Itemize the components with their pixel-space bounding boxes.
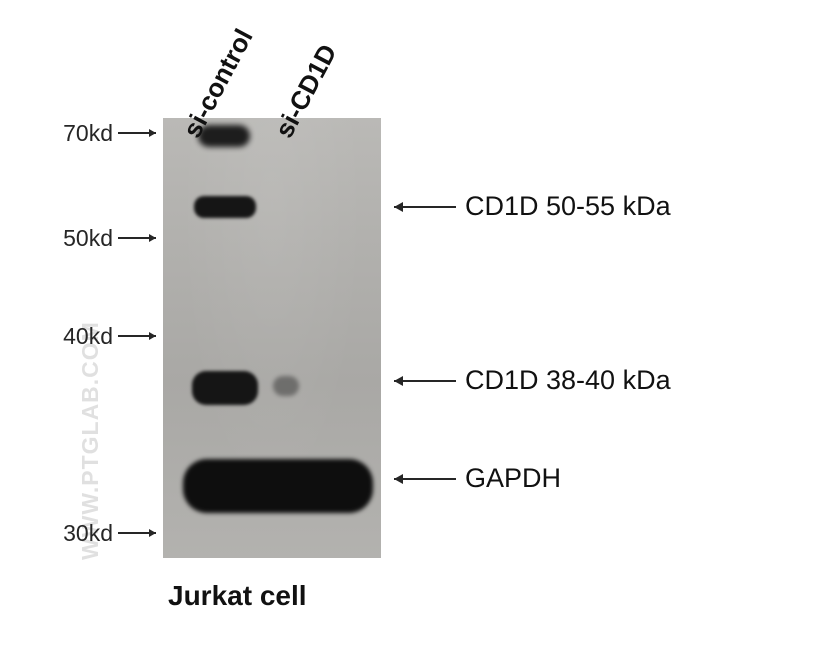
mw-label-30kd: 30kd (58, 520, 113, 547)
annotation-label-cd1d-38-40: CD1D 38-40 kDa (465, 365, 671, 396)
figure-canvas: WWW.PTGLAB.COM 70kd 50kd 40kd 30kd CD1D … (0, 0, 821, 646)
band-cd1d-38-40 (192, 371, 258, 405)
mw-label-70kd: 70kd (58, 120, 113, 147)
band-gapdh (183, 459, 373, 513)
annotation-label-gapdh: GAPDH (465, 463, 561, 494)
mw-arrow-30kd (118, 532, 156, 534)
gel-membrane (163, 118, 381, 558)
mw-label-50kd: 50kd (58, 225, 113, 252)
annotation-arrow-cd1d-50-55 (394, 206, 456, 208)
annotation-arrow-gapdh (394, 478, 456, 480)
annotation-arrow-cd1d-38-40 (394, 380, 456, 382)
sample-caption: Jurkat cell (168, 580, 307, 612)
mw-arrow-50kd (118, 237, 156, 239)
mw-arrow-40kd (118, 335, 156, 337)
mw-label-40kd: 40kd (58, 323, 113, 350)
band-cd1d-38-40-faint (273, 376, 299, 396)
mw-arrow-70kd (118, 132, 156, 134)
band-cd1d-50-55 (194, 196, 256, 218)
annotation-label-cd1d-50-55: CD1D 50-55 kDa (465, 191, 671, 222)
